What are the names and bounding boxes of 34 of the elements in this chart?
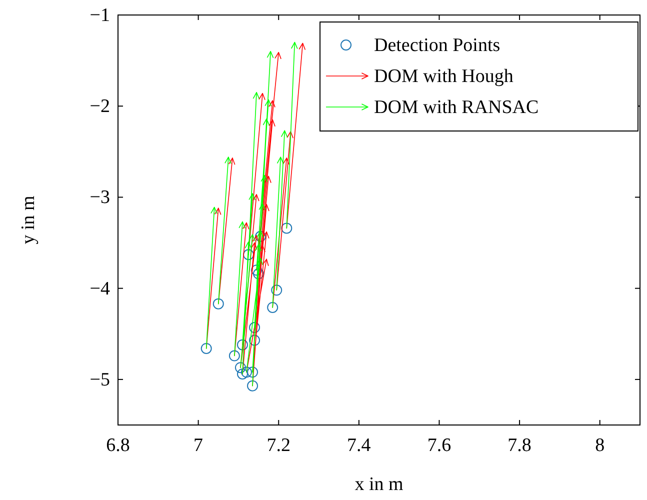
point [247,380,258,392]
point [234,362,246,374]
x-tick-label: 6.8 [106,435,130,456]
y-tick-label: −3 [90,187,110,208]
point [236,368,248,380]
y-tick-label: −4 [90,278,110,300]
x-axis-title: x in m [354,474,404,495]
point [240,366,252,378]
x-tick-label: 7.8 [508,435,532,456]
y-tick-label: −1 [90,5,110,26]
legend-label: DOM with RANSAC [374,97,539,118]
y-tick-label: −2 [90,96,110,118]
x-tick-label: 7.2 [266,435,290,456]
point [247,366,258,378]
point [253,268,264,280]
x-tick-label: 7.6 [427,435,452,456]
point [212,298,224,310]
x-tick-label: 7.4 [347,435,372,456]
point [271,284,282,296]
point [236,339,248,350]
legend-label: Detection Points [374,35,500,56]
y-axis-title: y in m [18,196,39,244]
legend-label: DOM with Hough [374,66,514,87]
point [228,350,240,362]
point [249,334,260,346]
point [243,249,254,260]
x-tick-label: 7 [194,435,204,456]
point [249,322,260,334]
point [281,222,292,234]
x-tick-label: 8 [595,435,605,456]
y-tick-label: −5 [90,369,110,390]
point [267,302,278,313]
point [255,230,266,242]
point [200,342,212,354]
